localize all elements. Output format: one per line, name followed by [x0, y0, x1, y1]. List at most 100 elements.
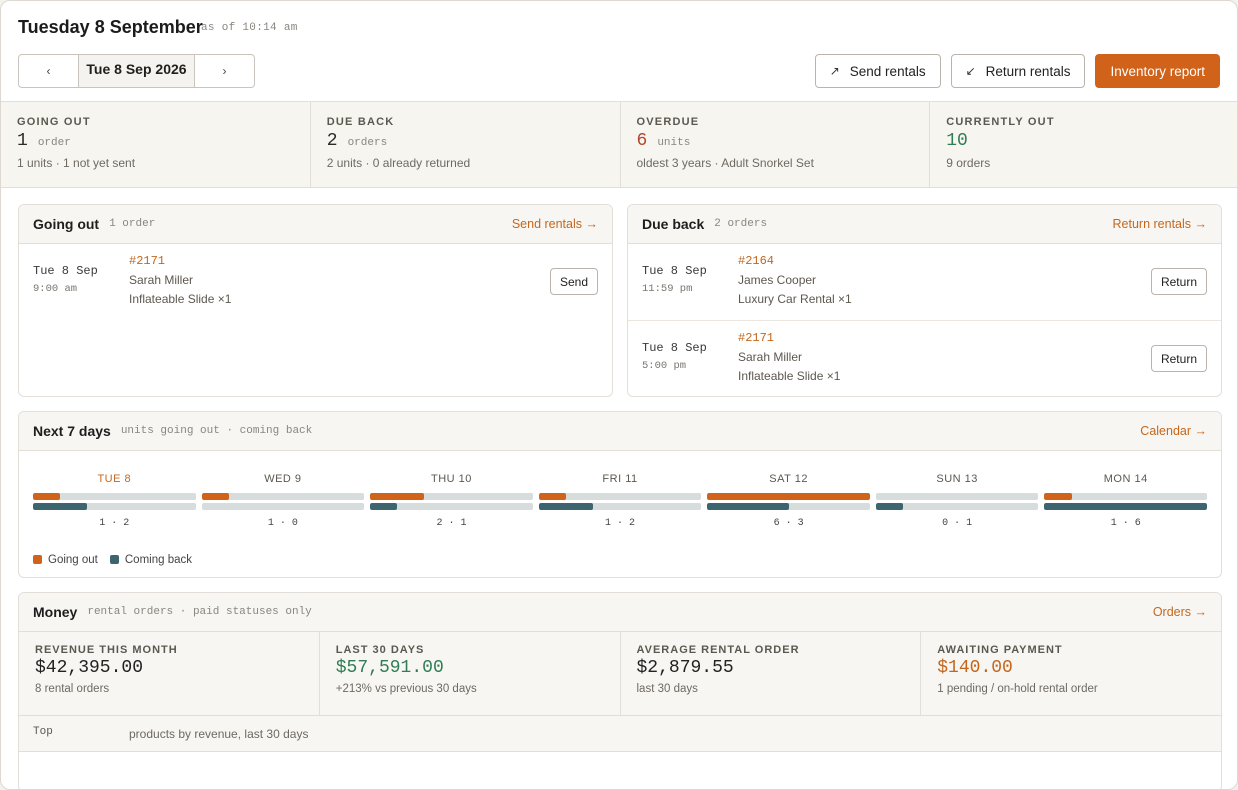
calendar-link[interactable]: Calendar →: [1140, 424, 1207, 438]
legend-going-out: Going out: [33, 554, 98, 566]
money-stat-revenue-month: REVENUE THIS MONTH $42,395.00 8 rental o…: [19, 632, 320, 715]
return-rentals-link[interactable]: Return rentals →: [1112, 217, 1207, 231]
stat-value: 2: [326, 131, 338, 151]
arrow-up-right-icon: ↗: [829, 64, 840, 78]
order-customer: Sarah Miller: [129, 273, 194, 287]
coming-back-track: [1044, 503, 1208, 510]
next-day-button[interactable]: ›: [222, 64, 227, 78]
header: Tuesday 8 September as of 10:14 am ‹ Tue…: [18, 15, 1220, 95]
money-stat-value: $2,879.55: [636, 658, 734, 678]
money-stats: REVENUE THIS MONTH $42,395.00 8 rental o…: [19, 632, 1221, 716]
due-back-panel: Due back 2 orders Return rentals → Tue 8…: [627, 204, 1222, 397]
stat-label: OVERDUE: [636, 116, 700, 128]
money-stat-last-30-days: LAST 30 DAYS $57,591.00 +213% vs previou…: [320, 632, 621, 715]
coming-back-track: [201, 503, 365, 510]
money-stat-subtext: 8 rental orders: [35, 683, 110, 695]
order-id-link[interactable]: #2171: [738, 331, 775, 345]
order-product: Inflateable Slide ×1: [129, 292, 232, 306]
return-rentals-button[interactable]: ↙ Return rentals: [950, 54, 1086, 88]
money-stat-value: $140.00: [937, 658, 1013, 678]
legend-label: Coming back: [124, 554, 192, 566]
inventory-report-button[interactable]: Inventory report: [1095, 54, 1220, 88]
stat-subtext: oldest 3 years · Adult Snorkel Set: [636, 156, 814, 170]
coming-back-track: [538, 503, 702, 510]
panel-subtitle: units going out · coming back: [120, 425, 313, 437]
panel-header: Due back 2 orders Return rentals →: [628, 205, 1221, 244]
day-column: MON 14 1 · 6: [1044, 473, 1208, 529]
summary-stats: GOING OUT 1 order 1 units · 1 not yet sen…: [1, 101, 1237, 188]
day-counts: 2 · 1: [436, 518, 467, 529]
date-navigator: ‹ Tue 8 Sep 2026 ›: [18, 54, 255, 88]
coming-back-bar: [707, 503, 789, 510]
day-column: SUN 13 0 · 1: [875, 473, 1039, 529]
coming-back-track: [875, 503, 1039, 510]
stat-unit: order: [37, 137, 71, 149]
stat-unit: units: [657, 137, 691, 149]
send-button[interactable]: Send: [549, 268, 598, 295]
order-date: Tue 8 Sep: [33, 264, 98, 278]
money-panel: Money rental orders · paid statuses only…: [18, 592, 1222, 789]
coming-back-bar: [1044, 503, 1208, 510]
top-description: products by revenue, last 30 days: [129, 727, 309, 741]
stat-subtext: 1 units · 1 not yet sent: [17, 156, 136, 170]
day-counts: 1 · 2: [605, 518, 636, 529]
send-rentals-label: Send rentals: [849, 63, 926, 79]
order-product: Luxury Car Rental ×1: [738, 292, 852, 306]
stat-value: 6: [636, 131, 648, 151]
panel-title: Money: [33, 604, 78, 620]
money-stat-label: AWAITING PAYMENT: [937, 644, 1063, 656]
going-out-track: [538, 493, 702, 500]
going-out-track: [33, 493, 196, 500]
panel-title: Going out: [33, 216, 100, 232]
top-products-header: Top products by revenue, last 30 days: [19, 716, 1221, 752]
order-customer: James Cooper: [738, 273, 817, 287]
money-stat-value: $42,395.00: [35, 658, 144, 678]
money-stat-label: REVENUE THIS MONTH: [35, 644, 178, 656]
legend: Going out Coming back: [33, 554, 192, 566]
stat-value: 1: [17, 131, 28, 151]
day-label: SAT 12: [769, 473, 808, 485]
day-label: SUN 13: [936, 473, 978, 485]
day-counts: 1 · 2: [99, 518, 130, 529]
current-date[interactable]: Tue 8 Sep 2026: [78, 55, 195, 87]
day-label: THU 10: [430, 473, 472, 485]
send-rentals-link[interactable]: Send rentals →: [511, 217, 598, 231]
day-columns: TUE 8 1 · 2 WED 9 1 · 0 THU 10 2 · 1 FRI 11 1 ·…: [33, 473, 1208, 529]
top-label: Top: [33, 726, 53, 738]
order-date: Tue 8 Sep: [642, 341, 707, 355]
return-rentals-label: Return rentals: [985, 63, 1071, 79]
order-customer: Sarah Miller: [738, 350, 803, 364]
orders-link[interactable]: Orders →: [1152, 605, 1207, 619]
money-stat-label: LAST 30 DAYS: [335, 644, 425, 656]
next-7-days-panel: Next 7 days units going out · coming bac…: [18, 411, 1222, 578]
order-id-link[interactable]: #2164: [738, 254, 775, 268]
money-stat-subtext: last 30 days: [636, 683, 698, 695]
as-of-time: as of 10:14 am: [201, 22, 298, 34]
return-button[interactable]: Return: [1150, 268, 1207, 295]
order-time: 9:00 am: [33, 283, 78, 295]
send-rentals-button[interactable]: ↗ Send rentals: [814, 54, 941, 88]
legend-label: Going out: [48, 554, 98, 566]
going-out-track: [370, 493, 533, 500]
panel-subtitle: 1 order: [109, 218, 156, 230]
panel-header: Next 7 days units going out · coming bac…: [19, 412, 1221, 451]
prev-day-button[interactable]: ‹: [46, 64, 51, 78]
stat-label: CURRENTLY OUT: [946, 116, 1055, 128]
return-button[interactable]: Return: [1150, 345, 1207, 372]
stat-value: 10: [946, 131, 968, 151]
arrow-down-left-icon: ↙: [965, 64, 976, 78]
panel-header: Going out 1 order Send rentals →: [19, 205, 612, 244]
money-stat-subtext: +213% vs previous 30 days: [335, 683, 477, 695]
day-label: FRI 11: [602, 473, 638, 485]
going-out-bar: [201, 493, 229, 500]
going-out-track: [1044, 493, 1208, 500]
day-counts: 0 · 1: [942, 518, 973, 529]
order-id-link[interactable]: #2171: [129, 254, 166, 268]
legend-coming-back: Coming back: [109, 554, 192, 566]
going-out-bar: [1044, 493, 1072, 500]
money-stat-subtext: 1 pending / on-hold rental order: [937, 683, 1098, 695]
stat-overdue: OVERDUE 6 units oldest 3 years · Adult Sn…: [621, 102, 931, 187]
day-label: TUE 8: [97, 473, 132, 485]
panel-title: Due back: [642, 216, 705, 232]
